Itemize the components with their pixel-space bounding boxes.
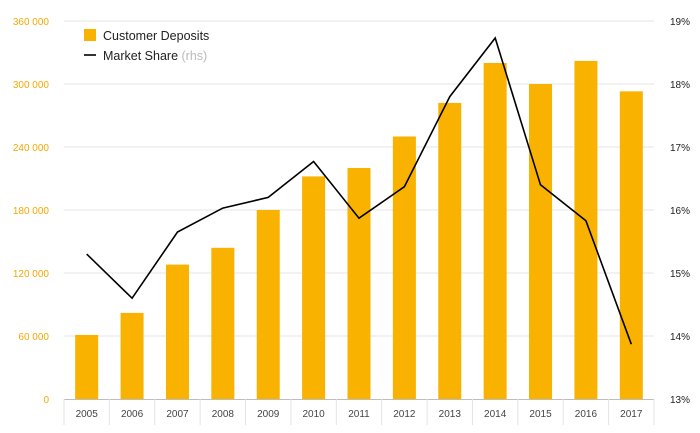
y-left-tick-label: 120 000 — [13, 269, 50, 280]
y-right-tick-label: 15% — [670, 269, 690, 280]
y-right-tick-label: 14% — [670, 332, 690, 343]
legend-label-customer-deposits: Customer Deposits — [103, 29, 209, 43]
bar-2017 — [619, 91, 643, 399]
legend-label-market-share: Market Share (rhs) — [103, 49, 207, 63]
y-right-tick-label: 13% — [670, 395, 690, 406]
bar-2014 — [483, 63, 507, 399]
x-tick-label-2017: 2017 — [620, 409, 643, 420]
y-left-tick-label: 180 000 — [13, 206, 50, 217]
bar-2015 — [529, 84, 553, 399]
x-tick-label-2015: 2015 — [529, 409, 552, 420]
bar-2007 — [165, 264, 189, 399]
bar-2012 — [392, 136, 416, 399]
y-left-tick-label: 240 000 — [13, 143, 50, 154]
legend-swatch-customer-deposits — [84, 29, 96, 41]
market-share-line — [86, 36, 633, 345]
bar-2013 — [438, 102, 462, 400]
bar-2009 — [256, 210, 280, 399]
y-left-tick-label: 300 000 — [13, 80, 50, 91]
bar-2005 — [75, 334, 99, 399]
y-right-tick-label: 19% — [670, 17, 690, 28]
x-tick-label-2013: 2013 — [439, 409, 462, 420]
market-share-line-group — [86, 36, 633, 345]
x-tick-label-2016: 2016 — [575, 409, 598, 420]
x-tick-label-2007: 2007 — [166, 409, 189, 420]
bar-2006 — [120, 312, 144, 399]
y-axis-right: 13% 14% 15% 16% 17% 18% 19% — [670, 17, 690, 406]
legend-suffix-rhs: (rhs) — [182, 49, 208, 63]
y-axis-left: 0 60 000 120 000 180 000 240 000 300 000 360 0… — [13, 17, 50, 406]
x-tick-label-2012: 2012 — [393, 409, 416, 420]
y-left-tick-label: 360 000 — [13, 17, 50, 28]
x-tick-label-2008: 2008 — [212, 409, 235, 420]
bar-2010 — [302, 176, 326, 399]
deposit-bars — [75, 60, 643, 400]
x-tick-label-2014: 2014 — [484, 409, 507, 420]
x-tick-label-2005: 2005 — [76, 409, 99, 420]
x-axis: 2005 2006 2007 2008 2009 2010 2011 2012 2013 2014… — [63, 399, 655, 425]
y-left-tick-label: 60 000 — [18, 332, 49, 343]
x-tick-label-2010: 2010 — [302, 409, 325, 420]
x-tick-label-2006: 2006 — [121, 409, 144, 420]
x-tick-label-2009: 2009 — [257, 409, 280, 420]
bar-2008 — [211, 247, 235, 399]
y-right-tick-label: 17% — [670, 143, 690, 154]
x-tick-label-2011: 2011 — [348, 409, 370, 420]
bar-2016 — [574, 60, 598, 400]
bar-2011 — [347, 168, 371, 399]
y-right-tick-label: 16% — [670, 206, 690, 217]
y-left-tick-label: 0 — [43, 395, 49, 406]
legend: Customer Deposits Market Share (rhs) — [84, 29, 209, 63]
y-right-tick-label: 18% — [670, 80, 690, 91]
